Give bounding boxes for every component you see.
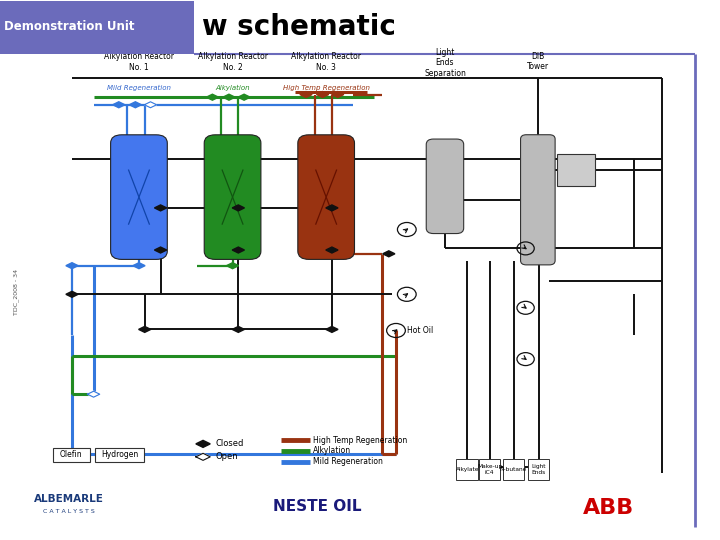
- Polygon shape: [232, 247, 245, 253]
- Polygon shape: [88, 391, 99, 397]
- Text: Alkylation: Alkylation: [313, 447, 351, 455]
- Polygon shape: [196, 441, 210, 447]
- Polygon shape: [130, 102, 142, 108]
- Text: NESTE OIL: NESTE OIL: [273, 499, 361, 514]
- Polygon shape: [300, 91, 312, 98]
- Polygon shape: [238, 94, 251, 100]
- Bar: [53, 448, 90, 462]
- Text: Closed: Closed: [216, 440, 244, 448]
- Polygon shape: [325, 247, 338, 253]
- Polygon shape: [66, 291, 78, 298]
- Bar: [95, 448, 144, 462]
- Text: ABB: ABB: [582, 497, 634, 518]
- Bar: [456, 459, 478, 480]
- Polygon shape: [223, 94, 235, 100]
- Text: C A T A L Y S T S: C A T A L Y S T S: [42, 509, 94, 515]
- Text: Mild Regeneration: Mild Regeneration: [107, 84, 171, 91]
- Bar: [528, 459, 549, 480]
- Text: Demonstration Unit: Demonstration Unit: [4, 21, 135, 33]
- Polygon shape: [113, 102, 125, 108]
- Text: Hydrogen: Hydrogen: [101, 450, 138, 459]
- Polygon shape: [66, 262, 78, 269]
- Polygon shape: [154, 205, 167, 211]
- FancyBboxPatch shape: [298, 135, 354, 259]
- Text: Alkylation Reactor
No. 2: Alkylation Reactor No. 2: [197, 52, 268, 72]
- Text: DIB
Tower: DIB Tower: [527, 52, 549, 71]
- Text: Mild Regeneration: Mild Regeneration: [313, 457, 383, 466]
- Text: High Temp Regeneration: High Temp Regeneration: [283, 84, 369, 91]
- Bar: [503, 459, 524, 480]
- Polygon shape: [325, 326, 338, 333]
- Polygon shape: [154, 247, 167, 253]
- Text: Alkylation Reactor
No. 3: Alkylation Reactor No. 3: [291, 52, 361, 72]
- Polygon shape: [232, 205, 245, 211]
- Text: ALBEMARLE: ALBEMARLE: [33, 495, 104, 504]
- Text: TDC_2008 - 34: TDC_2008 - 34: [13, 268, 19, 315]
- Text: Light
Ends
Separation: Light Ends Separation: [424, 48, 466, 78]
- FancyBboxPatch shape: [557, 154, 595, 186]
- FancyBboxPatch shape: [0, 1, 194, 54]
- Polygon shape: [325, 205, 338, 211]
- Text: Alkylate: Alkylate: [456, 467, 479, 472]
- Text: Light
Ends: Light Ends: [531, 464, 546, 475]
- Text: Make-up
iC4: Make-up iC4: [477, 464, 503, 475]
- Polygon shape: [196, 454, 210, 460]
- FancyBboxPatch shape: [204, 135, 261, 259]
- Text: Open: Open: [216, 453, 238, 461]
- FancyBboxPatch shape: [111, 135, 167, 259]
- Polygon shape: [206, 94, 219, 100]
- Polygon shape: [232, 326, 245, 333]
- Text: Olefin: Olefin: [60, 450, 83, 459]
- Polygon shape: [133, 262, 145, 269]
- FancyBboxPatch shape: [426, 139, 464, 233]
- Text: w schematic: w schematic: [202, 13, 395, 41]
- Polygon shape: [317, 91, 328, 98]
- Text: N-butane: N-butane: [500, 467, 527, 472]
- Polygon shape: [145, 102, 157, 108]
- Text: High Temp Regeneration: High Temp Regeneration: [313, 436, 408, 444]
- Polygon shape: [226, 262, 239, 269]
- Text: Hot Oil: Hot Oil: [407, 326, 433, 335]
- Polygon shape: [383, 251, 395, 257]
- Text: Alkylation: Alkylation: [215, 84, 250, 91]
- FancyBboxPatch shape: [521, 135, 555, 265]
- Polygon shape: [138, 326, 151, 333]
- Bar: [479, 459, 500, 480]
- Text: Alkylation Reactor
No. 1: Alkylation Reactor No. 1: [104, 52, 174, 72]
- Polygon shape: [331, 91, 344, 98]
